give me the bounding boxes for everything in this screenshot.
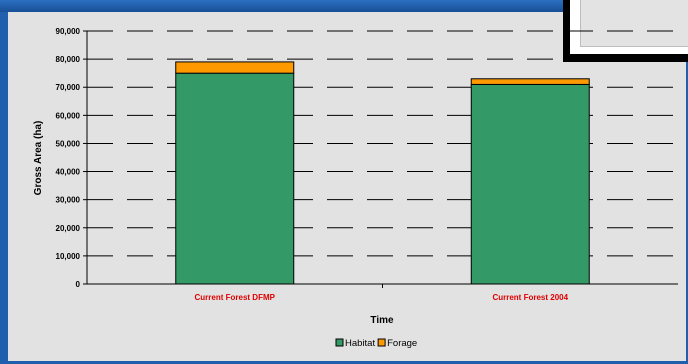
y-tick-label: 60,000 [56, 111, 81, 120]
legend-label-forage: Forage [387, 338, 417, 349]
bar-habitat [470, 83, 590, 285]
legend-swatch-forage [377, 338, 386, 347]
bar-forage [175, 61, 295, 74]
legend-label-habitat: Habitat [345, 338, 375, 349]
y-tick-label: 70,000 [56, 83, 81, 92]
bar-habitat [175, 72, 295, 285]
title-bar [0, 0, 688, 12]
y-tick-label: 80,000 [56, 55, 81, 64]
x-axis-title: Time [370, 315, 394, 326]
x-tick-label: Current Forest DFMP [195, 293, 276, 302]
bars [175, 61, 590, 285]
x-tick-labels: Current Forest DFMP Current Forest 2004 [195, 293, 569, 302]
y-axis-title: Gross Area (ha) [33, 121, 44, 196]
legend: Habitat Forage [335, 338, 417, 349]
overlay-panel [580, 0, 688, 47]
y-tick-labels: 0 10,000 20,000 30,000 40,000 50,000 60,000 70,… [56, 27, 81, 289]
y-tick-label: 20,000 [56, 224, 81, 233]
y-tick-label: 0 [76, 280, 81, 289]
bar-forage [470, 78, 590, 85]
y-tick-label: 40,000 [56, 168, 81, 177]
axes [86, 31, 678, 288]
y-tick-label: 50,000 [56, 139, 81, 148]
y-tick-label: 90,000 [56, 27, 81, 36]
y-tick-label: 10,000 [56, 252, 81, 261]
x-tick-label: Current Forest 2004 [492, 293, 568, 302]
y-tick-label: 30,000 [56, 196, 81, 205]
legend-swatch-habitat [335, 338, 344, 347]
